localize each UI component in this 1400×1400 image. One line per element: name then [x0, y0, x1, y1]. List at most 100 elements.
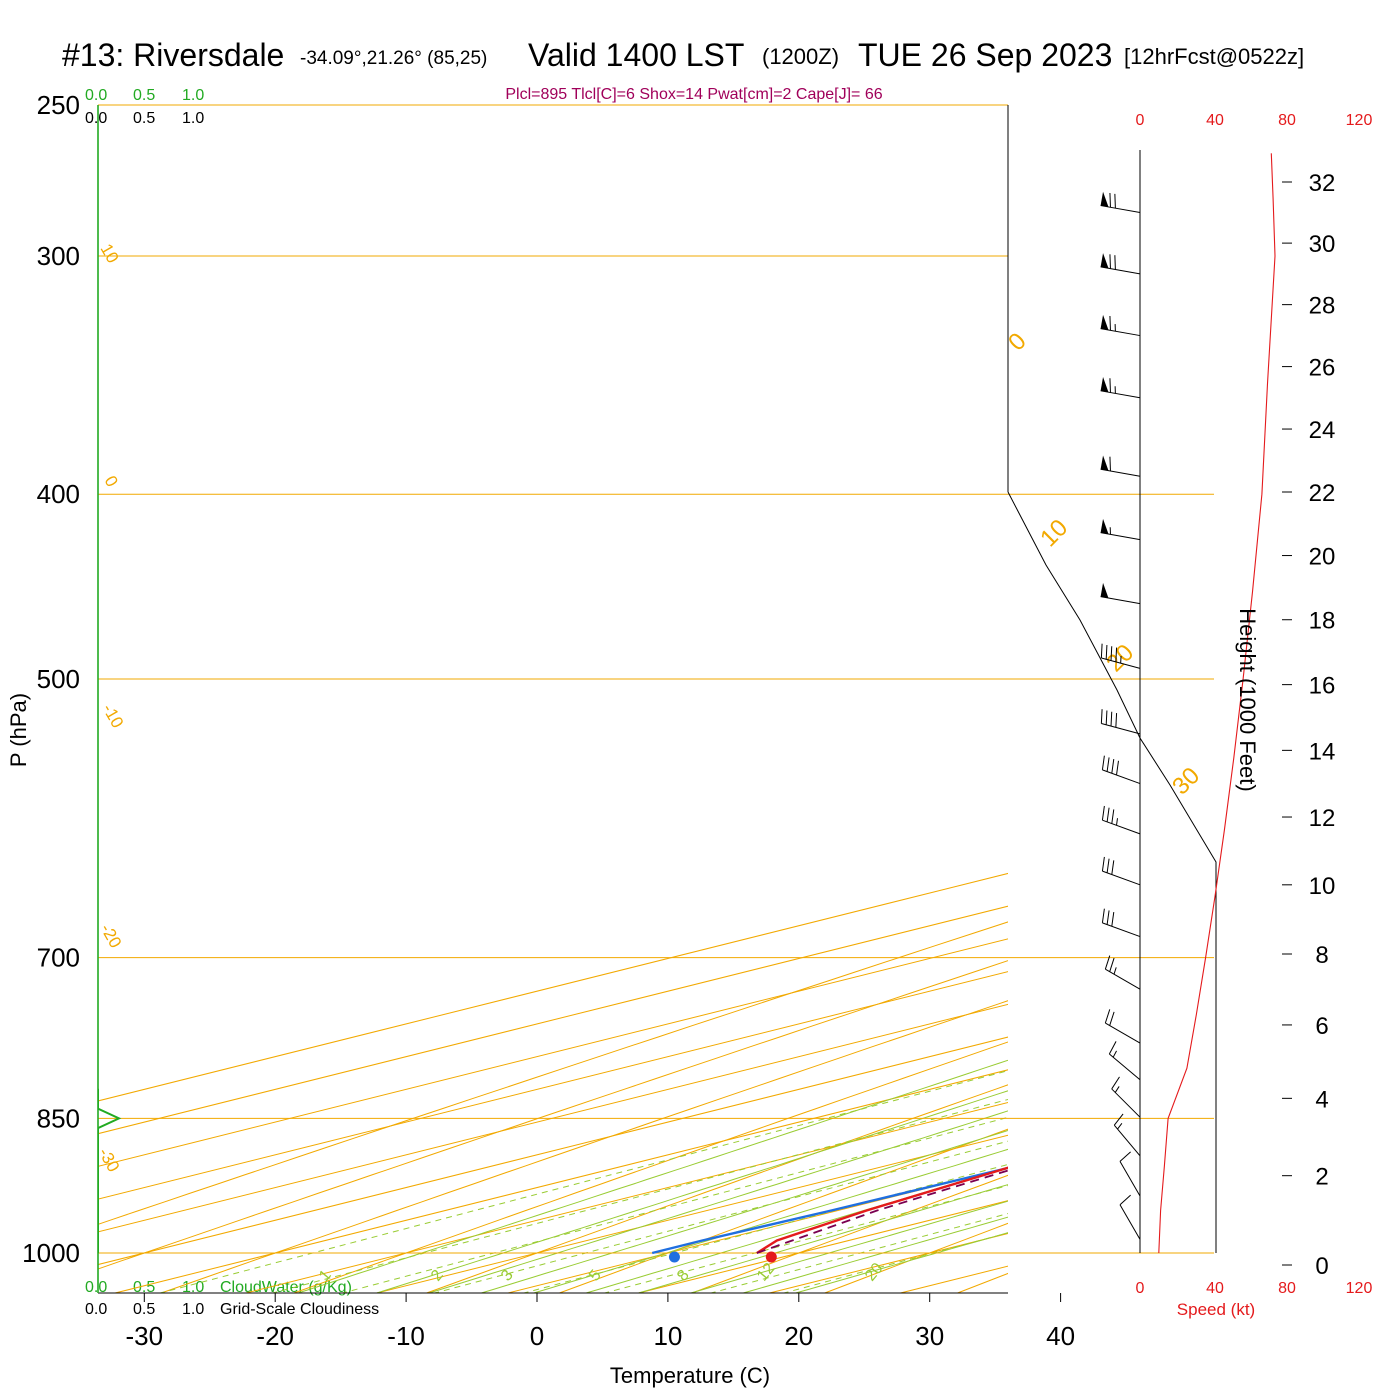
wind-speed-tick-top: 80: [1278, 112, 1296, 129]
wind-barb-flag: [1111, 759, 1115, 774]
plot-frame: [97, 105, 1217, 1294]
wind-barb-flag: [1101, 805, 1105, 821]
pressure-tick-label: 850: [37, 1103, 80, 1133]
wind-barb-flag: [1111, 1076, 1120, 1090]
dry-adiabat-label: 10: [97, 241, 123, 267]
wind-barb-staff: [1100, 390, 1141, 399]
cloud-water-line: [98, 1088, 122, 1253]
temperature-tick-label: -10: [387, 1321, 425, 1351]
pressure-tick-label: 400: [37, 479, 80, 509]
wind-barb-staff: [1102, 870, 1141, 886]
wind-barb: [1100, 314, 1141, 337]
isotherm-line: [1161, 71, 1400, 1293]
wind-barb-flag: [1113, 1113, 1124, 1126]
height-tick-label: 18: [1309, 608, 1336, 635]
wind-speed-tick-bottom: 40: [1206, 1280, 1224, 1297]
cloud-bottom-black-tick: 1.0: [182, 1301, 204, 1318]
wind-barb: [1100, 191, 1141, 213]
pressure-tick-label: 300: [37, 241, 80, 271]
wind-barb-flag: [1111, 860, 1115, 875]
wind-barb-flag: [1100, 709, 1103, 724]
wind-barb-flag: [1119, 1194, 1131, 1206]
height-tick-label: 20: [1309, 544, 1336, 571]
wind-speed-tick-top: 0: [1136, 112, 1145, 129]
forecast-info: [12hrFcst@0522z]: [1124, 44, 1304, 69]
isotherm-line: [98, 1003, 1008, 1233]
height-tick-label: 10: [1309, 873, 1336, 900]
parcel-path-line: [756, 1169, 1008, 1254]
wind-barb: [1104, 955, 1141, 990]
height-axis-label: Height (1000 Feet): [1235, 608, 1260, 791]
wind-speed-tick-bottom: 120: [1346, 1280, 1373, 1297]
mixing-ratio-line: [271, 1098, 1008, 1293]
temperature-tick-label: -30: [126, 1321, 164, 1351]
isotherm-line: [1030, 71, 1400, 1293]
height-tick-label: 30: [1309, 231, 1336, 258]
height-tick-label: 22: [1309, 480, 1336, 507]
dry-adiabat-label: -10: [99, 701, 128, 732]
wind-barb-flag: [1106, 858, 1110, 873]
valid-time: Valid 1400 LST: [528, 37, 744, 73]
wind-barb-staff: [1105, 1022, 1141, 1044]
wind-barb-staff: [1113, 1124, 1141, 1157]
dry-adiabat-line: [98, 960, 1008, 1270]
cloud-top-green-tick: 1.0: [182, 87, 204, 104]
dry-adiabat-line: [98, 921, 1008, 1225]
wind-barb: [1119, 1151, 1141, 1197]
height-tick-label: 24: [1309, 417, 1336, 444]
wind-barb-flag: [1104, 955, 1111, 970]
height-tick-label: 32: [1309, 170, 1336, 197]
cloud-bottom-black-tick: 0.5: [133, 1301, 155, 1318]
dry-adiabat-line: [425, 1084, 1008, 1293]
wind-barb-flag: [1106, 807, 1110, 822]
wind-barb: [1108, 1041, 1141, 1081]
moist-adiabat-line: [741, 1216, 1008, 1293]
height-tick-label: 6: [1315, 1013, 1328, 1040]
mixing-ratio-line: [158, 1070, 1008, 1293]
wind-barb: [1101, 755, 1141, 785]
wind-barb-flag: [1106, 910, 1110, 925]
height-tick-label: 28: [1309, 293, 1336, 320]
moist-adiabat-line: [532, 1148, 1008, 1293]
wind-barb: [1101, 805, 1141, 835]
guide-labels: 10 0 -10 -20 -30 0 10 20 30 1 2 3 5 8 12…: [95, 241, 1206, 1285]
moist-adiabat-line: [427, 1110, 1008, 1293]
wind-barbs: [1100, 191, 1141, 1240]
wind-barb-flag: [1109, 456, 1111, 472]
wind-barb-flag: [1101, 755, 1105, 770]
stats-line: Plcl=895 Tlcl[C]=6 Shox=14 Pwat[cm]=2 Ca…: [505, 86, 882, 103]
dry-adiabat-line: [160, 1000, 1008, 1293]
wind-barb-pennant: [1100, 314, 1109, 331]
wind-barb-flag: [1114, 255, 1116, 270]
wind-barb-staff: [1100, 596, 1141, 605]
mixing-ratio-line: [782, 1232, 1008, 1293]
temperature-tick-label: 20: [784, 1321, 813, 1351]
moist-adiabat-line: [637, 1184, 1008, 1293]
wind-speed-tick-top: 40: [1206, 112, 1224, 129]
temperature-line: [756, 1166, 1008, 1255]
moist-adiabat-lines: [296, 1059, 1008, 1293]
wind-barb-flag: [1104, 1009, 1111, 1024]
cloud-top-green-tick: 0.0: [85, 87, 107, 104]
moist-adiabat-line: [375, 1090, 1008, 1293]
cloud-bottom-black-tick: 0.0: [85, 1301, 107, 1318]
isotherm-line: [506, 1167, 1008, 1293]
moist-adiabat-label: 30: [1167, 762, 1205, 800]
height-tick-label: 2: [1315, 1164, 1328, 1191]
wind-barb-flag: [1109, 378, 1111, 393]
isotherm-line: [98, 1036, 1008, 1266]
mixing-ratio-line: [433, 1140, 1008, 1293]
isotherm-lines: [98, 71, 1400, 1293]
temperature-tick-label: -20: [256, 1321, 294, 1351]
pressure-tick-label: 700: [37, 943, 80, 973]
dry-adiabat-lines: [98, 921, 1008, 1293]
wind-barb: [1111, 1076, 1141, 1118]
height-tick-label: 16: [1309, 673, 1336, 700]
surface-temperature-marker: [765, 1251, 777, 1263]
dry-adiabat-line: [292, 1041, 1008, 1293]
x-axis-label: Temperature (C): [610, 1363, 770, 1388]
temperature-tick-label: 10: [653, 1321, 682, 1351]
wind-barb-half-flag: [1113, 967, 1117, 975]
pressure-tick-label: 250: [37, 90, 80, 120]
wind-barb-pennant: [1100, 582, 1109, 599]
